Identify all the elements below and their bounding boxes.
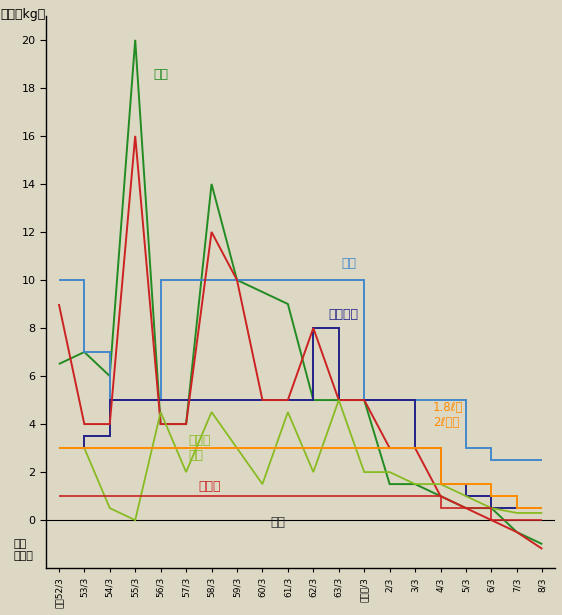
Text: （円／kg）: （円／kg）	[1, 7, 46, 21]
Text: 雑誌: 雑誌	[270, 515, 285, 528]
Text: 段ボール: 段ボール	[329, 308, 359, 321]
Text: 新聞: 新聞	[153, 68, 168, 81]
Text: 設定
できず: 設定 できず	[13, 539, 33, 561]
Text: 雑びん: 雑びん	[199, 480, 221, 493]
Text: ビール
びん: ビール びん	[189, 434, 211, 462]
Text: ボロ: ボロ	[341, 257, 356, 271]
Text: 1.8ℓ・
2ℓびん: 1.8ℓ・ 2ℓびん	[433, 401, 464, 429]
